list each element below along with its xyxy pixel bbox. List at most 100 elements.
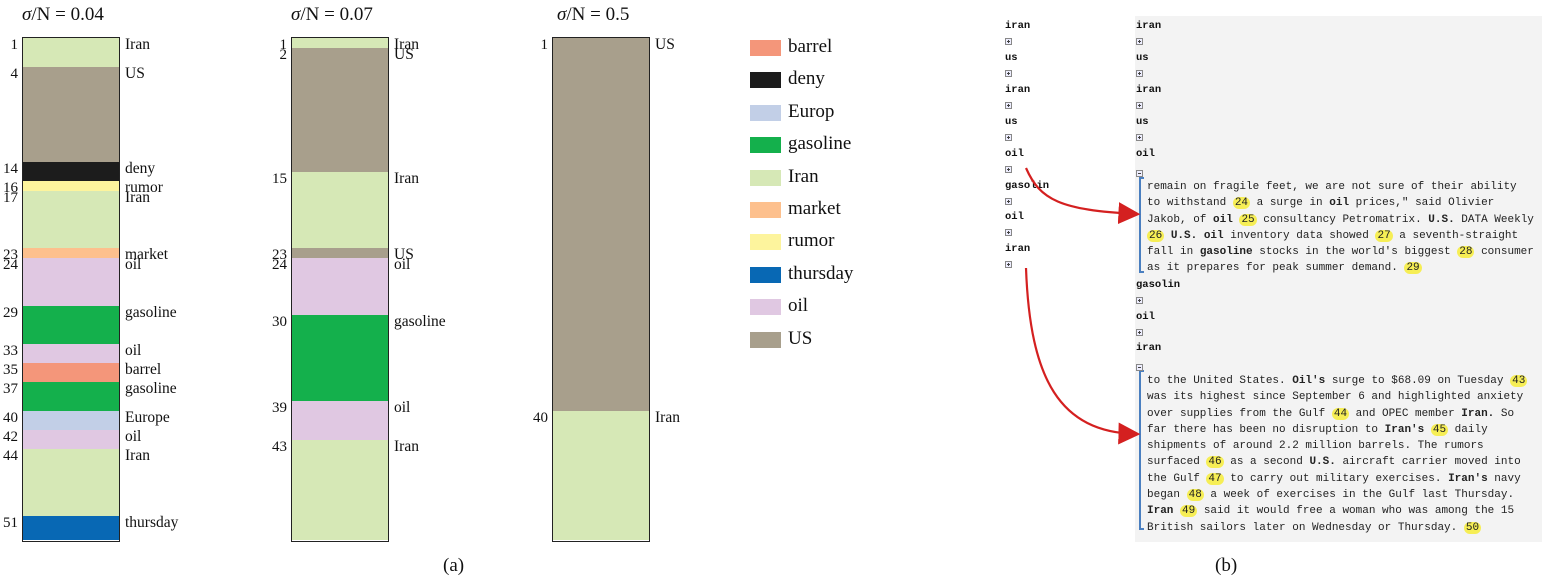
snippet-keyword: oil	[1213, 213, 1233, 226]
legend-label: rumor	[788, 230, 835, 252]
expand-icon[interactable]	[1005, 229, 1012, 237]
snippet-text: the Gulf	[1147, 472, 1207, 485]
snippet-line: 26 U.S. oil inventory data showed 27 a s…	[1147, 228, 1539, 244]
topic-segment	[23, 248, 119, 258]
segment-label: US	[394, 45, 414, 63]
snippet-keyword: Iran's	[1448, 472, 1488, 485]
segment-label: gasoline	[125, 303, 177, 321]
segment-label: rumor	[125, 179, 163, 197]
snippet-text: a seventh-straight	[1392, 229, 1519, 242]
expand-icon[interactable]	[1005, 197, 1012, 205]
segment-start-index: 2	[279, 46, 288, 63]
tree-node-label[interactable]: oil	[1005, 147, 1024, 160]
snippet-keyword: U.S.	[1428, 213, 1455, 226]
tree-node-label[interactable]: oil	[1136, 310, 1155, 323]
snippet-keyword: U.S.	[1309, 456, 1336, 469]
snippet-text: surge to $68.09 on Tuesday	[1325, 375, 1511, 387]
snippet-text: to carry out military exercises.	[1223, 472, 1449, 485]
snippet-keyword: U.S.	[1170, 229, 1198, 242]
expand-icon[interactable]	[1005, 165, 1012, 173]
snippet-line: was its highest since September 6 and hi…	[1147, 389, 1539, 405]
topic-segment	[292, 248, 388, 258]
snippet-text: remain on fragile feet, we are not sure …	[1147, 181, 1517, 193]
segment-label: gasoline	[394, 313, 446, 331]
collapse-icon[interactable]	[1136, 170, 1143, 177]
snippet-line: to withstand 24 a surge in oil prices," …	[1147, 195, 1539, 211]
tree-node-label[interactable]: gasolin	[1136, 279, 1181, 291]
column-title-2: σ/N = 0.07	[291, 4, 373, 25]
snippet-text: DATA Weekly	[1454, 213, 1534, 226]
document-panel-background	[1135, 16, 1542, 542]
snippet-line: fall in gasoline stocks in the world's b…	[1147, 244, 1539, 260]
tree-node-label[interactable]: iran	[1136, 20, 1162, 32]
topic-segment	[23, 257, 119, 306]
topic-segment	[292, 401, 388, 440]
collapse-icon[interactable]	[1136, 364, 1143, 371]
arrow-oil-to-snippet-1	[1024, 167, 1141, 225]
expand-icon[interactable]	[1136, 102, 1143, 109]
segment-start-index: 14	[3, 161, 18, 178]
legend-label: deny	[788, 68, 825, 90]
expand-icon[interactable]	[1136, 38, 1143, 45]
segment-start-index: 42	[3, 429, 18, 446]
tree-node-label[interactable]: us	[1136, 52, 1149, 64]
expand-icon[interactable]	[1136, 70, 1143, 77]
segment-start-index: 35	[3, 362, 18, 379]
tree-node-label[interactable]: iran	[1005, 83, 1031, 96]
legend-swatch	[750, 266, 781, 283]
tree-node-label[interactable]: oil	[1005, 211, 1024, 224]
segment-label: oil	[125, 428, 142, 446]
snippet-line: the Gulf 47 to carry out military exerci…	[1147, 471, 1539, 487]
snippet-line: over supplies from the Gulf 44 and OPEC …	[1147, 406, 1539, 422]
legend-label: Europ	[788, 100, 835, 122]
topic-segment	[23, 516, 119, 540]
expand-icon[interactable]	[1136, 328, 1143, 336]
segment-start-index: 4	[10, 65, 19, 82]
legend-swatch	[750, 72, 781, 89]
tree-node-label[interactable]: iran	[1005, 243, 1031, 256]
expand-icon[interactable]	[1005, 69, 1012, 77]
tree-node-label[interactable]: us	[1005, 115, 1018, 128]
tree-node-label[interactable]: us	[1136, 116, 1149, 128]
expand-icon[interactable]	[1005, 38, 1012, 45]
tree-node-label[interactable]: us	[1005, 51, 1018, 64]
tree-node-label[interactable]: iran	[1005, 20, 1031, 32]
snippet-keyword: Oil's	[1292, 375, 1326, 387]
segment-boundary-marker: 27	[1375, 229, 1393, 242]
legend-label: gasoline	[788, 133, 852, 155]
topic-segment	[553, 38, 649, 411]
snippet-line: surfaced 46 as a second U.S. aircraft ca…	[1147, 454, 1539, 470]
tree-node-label[interactable]: iran	[1136, 84, 1162, 96]
segment-label: Iran	[125, 36, 150, 53]
topic-segment	[23, 190, 119, 249]
snippet-text: was its highest since September 6 and hi…	[1147, 391, 1524, 404]
snippet-text: a surge in	[1250, 197, 1330, 210]
expand-icon[interactable]	[1005, 101, 1012, 109]
expand-icon[interactable]	[1136, 297, 1143, 304]
topic-segment	[23, 430, 119, 450]
snippet-text: inventory data showed	[1223, 229, 1376, 242]
segment-start-index: 1	[540, 37, 549, 53]
segment-start-index: 24	[3, 256, 18, 273]
segment-start-index: 37	[3, 381, 18, 398]
tree-node-label[interactable]: iran	[1136, 342, 1162, 354]
segment-start-index: 1	[10, 37, 19, 53]
segment-label: US	[655, 36, 675, 53]
snippet-text: to withstand	[1147, 197, 1233, 210]
legend-label: market	[788, 198, 841, 219]
topic-segment	[23, 66, 119, 163]
tree-node-label[interactable]: oil	[1136, 148, 1155, 160]
expand-icon[interactable]	[1005, 261, 1012, 269]
topic-segment	[23, 363, 119, 383]
snippet-line: Iran 49 said it would free a woman who w…	[1147, 503, 1539, 519]
topic-column-1	[22, 37, 120, 542]
snippet-line: as it prepares for peak summer demand. 2…	[1147, 260, 1539, 276]
expand-icon[interactable]	[1136, 134, 1143, 141]
legend-swatch	[750, 40, 781, 56]
legend-swatch	[750, 234, 781, 251]
snippet-text: said it would free a woman who was among…	[1197, 505, 1515, 518]
segment-start-index: 15	[272, 170, 287, 187]
expand-icon[interactable]	[1005, 133, 1012, 141]
snippet-text: to the United States.	[1147, 375, 1293, 387]
segment-label: Iran	[125, 447, 150, 465]
